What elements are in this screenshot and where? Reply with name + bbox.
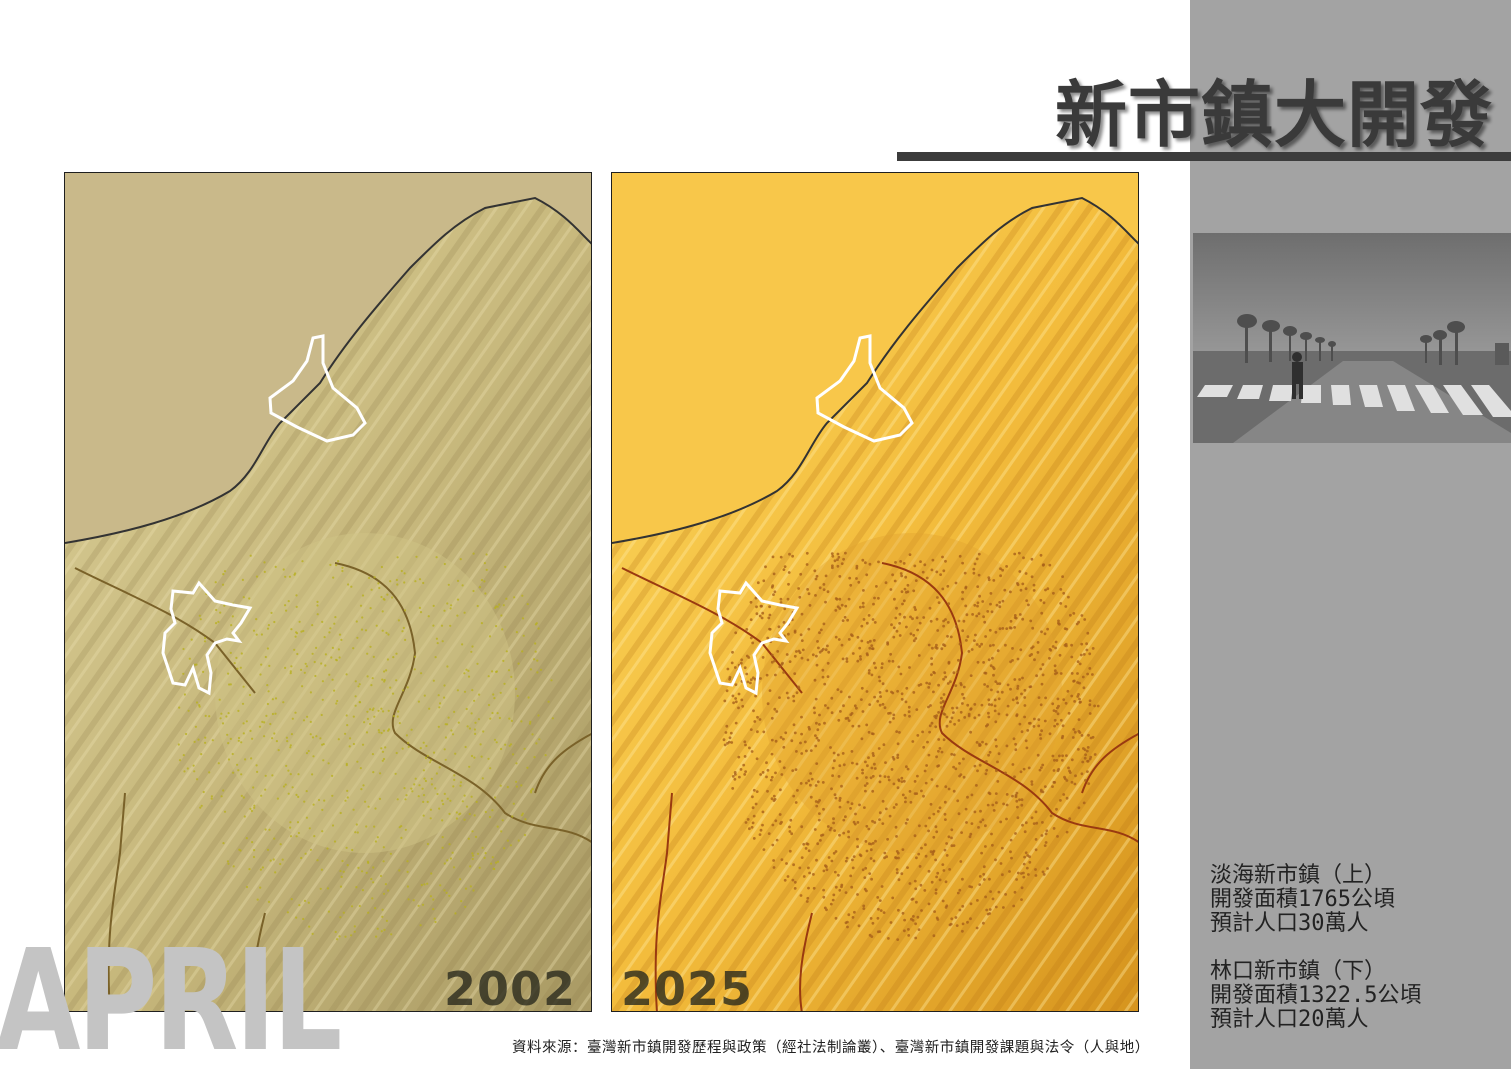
source-citation: 資料來源：臺灣新市鎮開發歷程與政策（經社法制論叢）、臺灣新市鎮開發課題與法令（人…	[512, 1040, 1150, 1056]
tamsui-new-town-boundary	[815, 334, 914, 443]
title-underline	[897, 152, 1511, 161]
tamsui-population: 預計人口30萬人	[1210, 911, 1369, 936]
year-label-2025: 2025	[621, 962, 754, 1016]
map-2002	[64, 172, 592, 1012]
linkou-title: 林口新市鎮（下）	[1210, 959, 1387, 984]
linkou-population: 預計人口20萬人	[1210, 1007, 1369, 1032]
tamsui-new-town-boundary	[268, 334, 367, 443]
linkou-new-town-boundary	[708, 580, 800, 696]
sidebar-panel	[1190, 0, 1511, 1069]
tamsui-title: 淡海新市鎮（上）	[1210, 863, 1387, 888]
new-town-photo	[1193, 233, 1511, 443]
year-label-2002: 2002	[444, 962, 577, 1016]
new-town-info: 淡海新市鎮（上） 開發面積1765公頃 預計人口30萬人 林口新市鎮（下） 開發…	[1210, 864, 1500, 1056]
page-title: 新市鎮大開發	[1054, 72, 1493, 157]
linkou-area: 開發面積1322.5公頃	[1210, 983, 1422, 1008]
map-2025	[611, 172, 1139, 1012]
april-watermark: APRIL	[0, 920, 342, 1083]
linkou-new-town-boundary	[161, 580, 253, 696]
tamsui-area: 開發面積1765公頃	[1210, 887, 1395, 912]
linkou-info-block: 林口新市鎮（下） 開發面積1322.5公頃 預計人口20萬人	[1210, 960, 1500, 1032]
tamsui-info-block: 淡海新市鎮（上） 開發面積1765公頃 預計人口30萬人	[1210, 864, 1500, 936]
